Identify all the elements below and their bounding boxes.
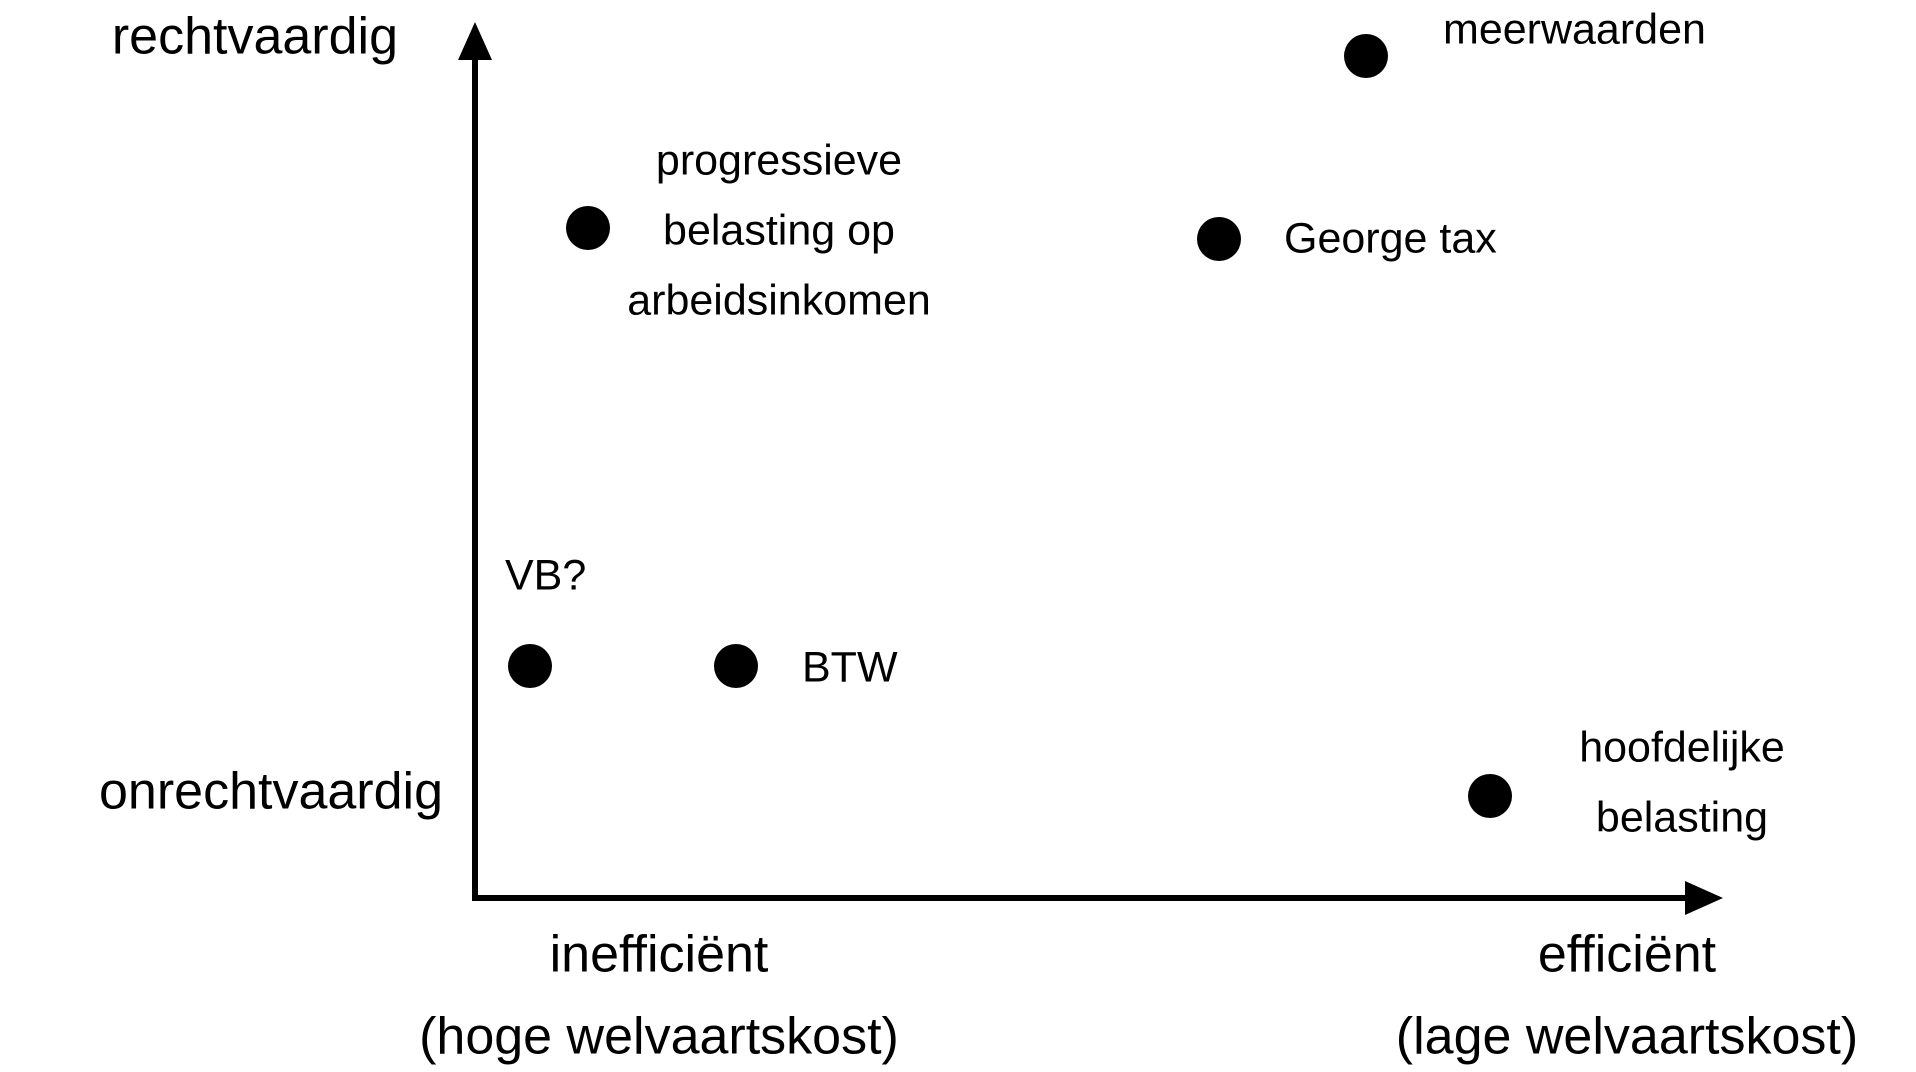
node-dot	[1468, 774, 1512, 818]
x-left-sublabel: (hoge welvaartskost)	[419, 1008, 899, 1066]
node-label: George tax	[1284, 214, 1497, 262]
node-label: BTW	[802, 643, 898, 691]
node-label: belasting op	[663, 206, 895, 254]
node-dot	[714, 644, 758, 688]
node-dot	[566, 206, 610, 250]
y-axis-arrow	[458, 22, 492, 60]
y-top-label: rechtvaardig	[112, 8, 398, 66]
y-bottom-label: onrechtvaardig	[99, 763, 443, 821]
node-dot	[1344, 34, 1388, 78]
x-right-label: efficiënt	[1538, 926, 1717, 984]
node-label: arbeidsinkomen	[627, 276, 931, 324]
node-label: belasting	[1596, 793, 1768, 841]
x-left-label: inefficiënt	[550, 926, 769, 984]
node-dot	[1197, 217, 1241, 261]
x-right-sublabel: (lage welvaartskost)	[1396, 1008, 1858, 1066]
node-label: progressieve	[656, 136, 902, 184]
node-label: VB?	[505, 551, 586, 599]
node-dot	[508, 644, 552, 688]
node-label: hoofdelijke	[1579, 723, 1785, 771]
x-axis-arrow	[1685, 881, 1723, 915]
node-label: meerwaarden	[1443, 5, 1706, 53]
